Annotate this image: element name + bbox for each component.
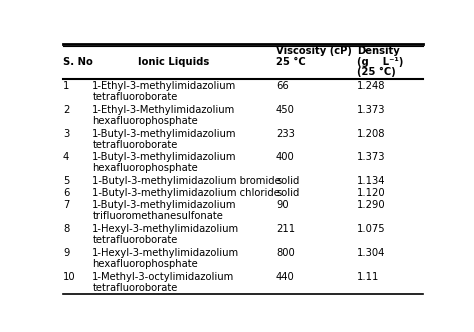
- Text: Viscosity (cP): Viscosity (cP): [276, 46, 352, 56]
- Text: tetrafluoroborate: tetrafluoroborate: [92, 92, 178, 102]
- Text: hexafluorophosphate: hexafluorophosphate: [92, 163, 198, 173]
- Text: 4: 4: [63, 152, 69, 162]
- Text: hexafluorophosphate: hexafluorophosphate: [92, 116, 198, 126]
- Text: 1-Butyl-3-methylimidazolium chloride: 1-Butyl-3-methylimidazolium chloride: [92, 188, 280, 198]
- Text: 233: 233: [276, 128, 295, 139]
- Text: 1.075: 1.075: [357, 224, 385, 234]
- Text: 1.11: 1.11: [357, 272, 379, 282]
- Text: 400: 400: [276, 152, 295, 162]
- Text: 1.208: 1.208: [357, 128, 385, 139]
- Text: 1-Butyl-3-methylimidazolium: 1-Butyl-3-methylimidazolium: [92, 152, 237, 162]
- Text: 1.248: 1.248: [357, 81, 385, 91]
- Text: (g    L⁻¹): (g L⁻¹): [357, 56, 403, 67]
- Text: 1-Ethyl-3-Methylimidazolium: 1-Ethyl-3-Methylimidazolium: [92, 105, 236, 115]
- Text: 5: 5: [63, 176, 69, 186]
- Text: 90: 90: [276, 200, 289, 210]
- Text: S. No: S. No: [63, 56, 93, 67]
- Text: 211: 211: [276, 224, 295, 234]
- Text: trifluoromethanesulfonate: trifluoromethanesulfonate: [92, 211, 223, 221]
- Text: 1: 1: [63, 81, 69, 91]
- Text: 66: 66: [276, 81, 289, 91]
- Text: 1.304: 1.304: [357, 248, 385, 258]
- Text: 9: 9: [63, 248, 69, 258]
- Text: 1.373: 1.373: [357, 105, 385, 115]
- Text: 6: 6: [63, 188, 69, 198]
- Text: 1.134: 1.134: [357, 176, 385, 186]
- Text: 1-Hexyl-3-methylimidazolium: 1-Hexyl-3-methylimidazolium: [92, 224, 239, 234]
- Text: 10: 10: [63, 272, 75, 282]
- Text: solid: solid: [276, 188, 300, 198]
- Text: 1-Butyl-3-methylimidazolium bromide: 1-Butyl-3-methylimidazolium bromide: [92, 176, 281, 186]
- Text: 3: 3: [63, 128, 69, 139]
- Text: solid: solid: [276, 176, 300, 186]
- Text: 8: 8: [63, 224, 69, 234]
- Text: (25 °C): (25 °C): [357, 67, 396, 77]
- Text: 1-Butyl-3-methylimidazolium: 1-Butyl-3-methylimidazolium: [92, 128, 237, 139]
- Text: 1-Butyl-3-methylimidazolium: 1-Butyl-3-methylimidazolium: [92, 200, 237, 210]
- Text: Density: Density: [357, 46, 400, 56]
- Text: 1.120: 1.120: [357, 188, 385, 198]
- Text: 1.290: 1.290: [357, 200, 385, 210]
- Text: tetrafluoroborate: tetrafluoroborate: [92, 235, 178, 245]
- Text: 1-Ethyl-3-methylimidazolium: 1-Ethyl-3-methylimidazolium: [92, 81, 237, 91]
- Text: Ionic Liquids: Ionic Liquids: [137, 56, 209, 67]
- Text: tetrafluoroborate: tetrafluoroborate: [92, 283, 178, 293]
- Text: 450: 450: [276, 105, 295, 115]
- Text: 440: 440: [276, 272, 295, 282]
- Text: hexafluorophosphate: hexafluorophosphate: [92, 259, 198, 269]
- Text: 800: 800: [276, 248, 295, 258]
- Text: 7: 7: [63, 200, 69, 210]
- Text: 1-Hexyl-3-methylimidazolium: 1-Hexyl-3-methylimidazolium: [92, 248, 239, 258]
- Text: 25 °C: 25 °C: [276, 56, 306, 67]
- Text: 1.373: 1.373: [357, 152, 385, 162]
- Text: 1-Methyl-3-octylimidazolium: 1-Methyl-3-octylimidazolium: [92, 272, 235, 282]
- Text: tetrafluoroborate: tetrafluoroborate: [92, 139, 178, 150]
- Text: 2: 2: [63, 105, 69, 115]
